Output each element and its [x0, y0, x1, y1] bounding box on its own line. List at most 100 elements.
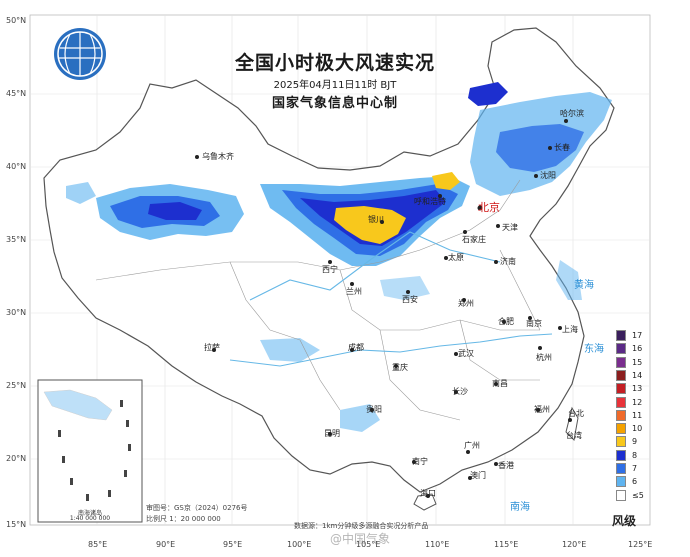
city-label: 太原	[448, 253, 464, 262]
legend-item: 8	[616, 449, 672, 461]
city-label: 福州	[534, 405, 550, 414]
city-label: 广州	[464, 441, 480, 450]
legend-swatch	[616, 356, 626, 368]
city-label: 长春	[554, 143, 570, 152]
legend-item: 13	[616, 383, 672, 395]
legend-label: 10	[632, 424, 643, 434]
legend-swatch	[616, 489, 626, 501]
rivers	[229, 231, 553, 367]
province-borders	[95, 179, 541, 421]
city-label: 拉萨	[204, 343, 220, 352]
legend-swatch	[616, 330, 626, 341]
legend-swatch	[616, 449, 626, 461]
city-label: 重庆	[392, 363, 408, 372]
city-label: 合肥	[498, 317, 514, 326]
data-source-note: 数据源：1km分钟级多源融合实况分析产品	[294, 522, 429, 530]
china-outline	[43, 27, 615, 493]
city-label: 香港	[498, 461, 514, 470]
taiwan-island	[565, 406, 579, 442]
city-label: 西安	[402, 295, 418, 304]
lon-label: 110°E	[425, 540, 450, 549]
city-label: 南昌	[492, 379, 508, 388]
lat-label: 30°N	[6, 308, 27, 317]
legend-label: 11	[632, 410, 643, 420]
legend-swatch	[616, 476, 626, 488]
city-label: 杭州	[536, 353, 552, 362]
legend-label: 7	[632, 464, 638, 473]
map-title: 全国小时极大风速实况	[234, 52, 435, 74]
lat-label: 45°N	[6, 89, 27, 98]
lon-label: 105°E	[356, 540, 381, 549]
wind-field	[66, 82, 612, 432]
legend-item: 17	[616, 330, 672, 341]
city-label: 沈阳	[540, 171, 556, 180]
city-label: 兰州	[346, 287, 362, 296]
legend-swatch	[616, 343, 626, 355]
lon-label: 115°E	[494, 540, 519, 549]
legend-label: ≤5	[632, 490, 644, 500]
lat-label: 50°N	[6, 16, 27, 25]
lon-label: 90°E	[156, 540, 176, 549]
watermark: @中国气象	[330, 532, 391, 546]
city-label: 南宁	[412, 457, 428, 466]
legend-item: 7	[616, 463, 672, 474]
city-label: 武汉	[458, 349, 474, 358]
city-label: 天津	[502, 223, 518, 232]
legend-label: 8	[632, 450, 638, 460]
city-label: 澳门	[470, 471, 486, 480]
lat-label: 40°N	[6, 162, 27, 171]
legend-swatch	[616, 369, 626, 381]
legend-label: 17	[632, 331, 643, 340]
legend-item: 11	[616, 409, 672, 421]
lon-label: 85°E	[88, 540, 108, 549]
city-label: 哈尔滨	[560, 109, 584, 118]
legend-title: 风级	[612, 514, 637, 528]
legend-item: 15	[616, 356, 672, 368]
city-label: 海口	[420, 489, 436, 498]
inset-title: 南海诸岛	[77, 510, 102, 517]
lat-label: 20°N	[6, 454, 27, 463]
city-label: 长沙	[452, 387, 468, 396]
sea-label: 黄海	[574, 280, 594, 291]
legend-label: 6	[632, 477, 638, 487]
city-label: 西宁	[322, 265, 338, 274]
legend-label: 15	[632, 357, 643, 367]
hainan-island	[413, 493, 437, 511]
lat-label: 25°N	[6, 381, 27, 390]
city-label: 昆明	[324, 429, 340, 438]
cma-logo-icon	[54, 28, 106, 80]
legend-item: ≤5	[616, 489, 672, 501]
city-label: 上海	[562, 325, 578, 334]
map-datetime: 2025年04月11日11时 BJT	[273, 80, 397, 91]
lon-label: 100°E	[287, 540, 312, 549]
city-label: 郑州	[458, 299, 474, 308]
legend-swatch	[616, 436, 626, 448]
legend-swatch	[616, 383, 626, 395]
city-dots	[195, 119, 572, 498]
legend-item: 14	[616, 369, 672, 381]
sea-label: 东海	[584, 344, 604, 355]
city-label: 贵阳	[366, 405, 382, 414]
city-label: 济南	[500, 257, 516, 266]
city-label: 石家庄	[462, 235, 486, 244]
legend-item: 10	[616, 423, 672, 435]
lat-label: 15°N	[6, 520, 27, 529]
legend-label: 14	[632, 370, 643, 380]
legend-item: 12	[616, 396, 672, 408]
map-issuer: 国家气象信息中心制	[271, 96, 398, 111]
legend-item: 9	[616, 436, 672, 448]
inset-scale: 1:40 000 000	[69, 515, 111, 522]
city-label: 银川	[368, 215, 384, 224]
lon-label: 125°E	[628, 540, 653, 549]
legend-item: 6	[616, 476, 672, 488]
legend-label: 16	[632, 344, 643, 354]
sea-label: 南海	[510, 502, 530, 513]
legend-label: 13	[632, 384, 643, 394]
city-label: 呼和浩特	[414, 197, 446, 206]
city-label: 南京	[526, 319, 542, 328]
legend-item: 16	[616, 343, 672, 355]
inset-dashes	[58, 400, 131, 501]
city-label: 成都	[348, 343, 364, 352]
city-label: 乌鲁木齐	[202, 152, 234, 161]
